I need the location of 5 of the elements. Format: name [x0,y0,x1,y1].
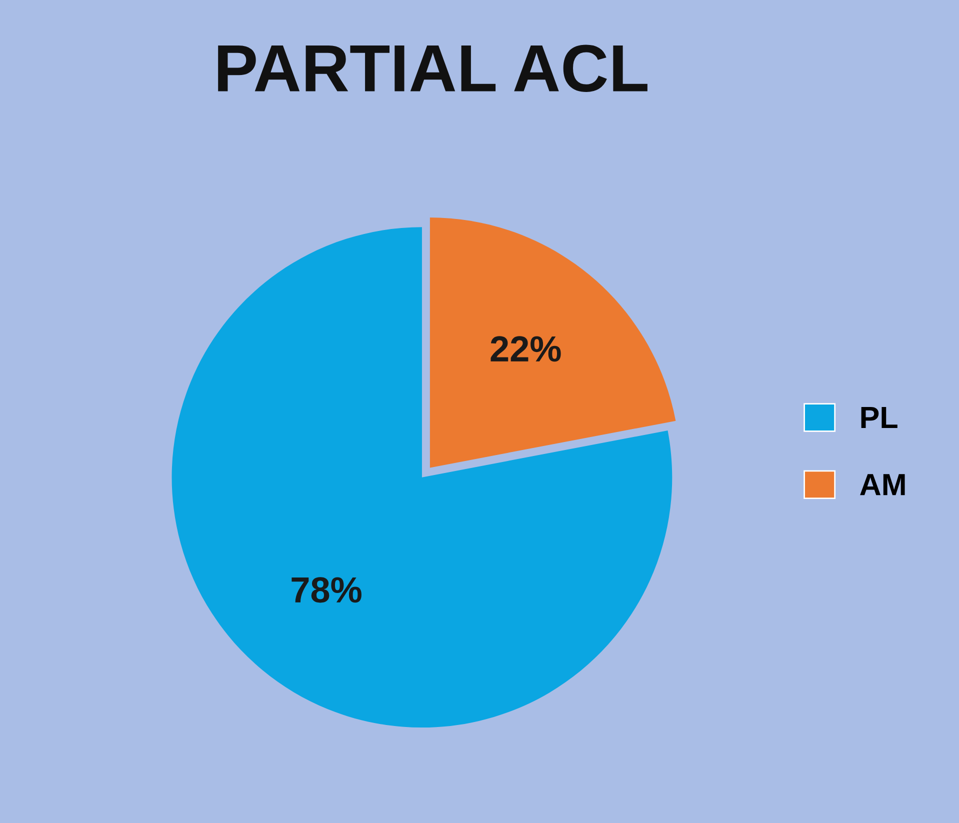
legend-label: AM [860,474,905,496]
data-label: 22% [490,336,561,362]
chart-title: PARTIAL ACL [218,44,648,92]
data-label: 78% [292,577,362,603]
legend-label: PL [861,406,898,428]
